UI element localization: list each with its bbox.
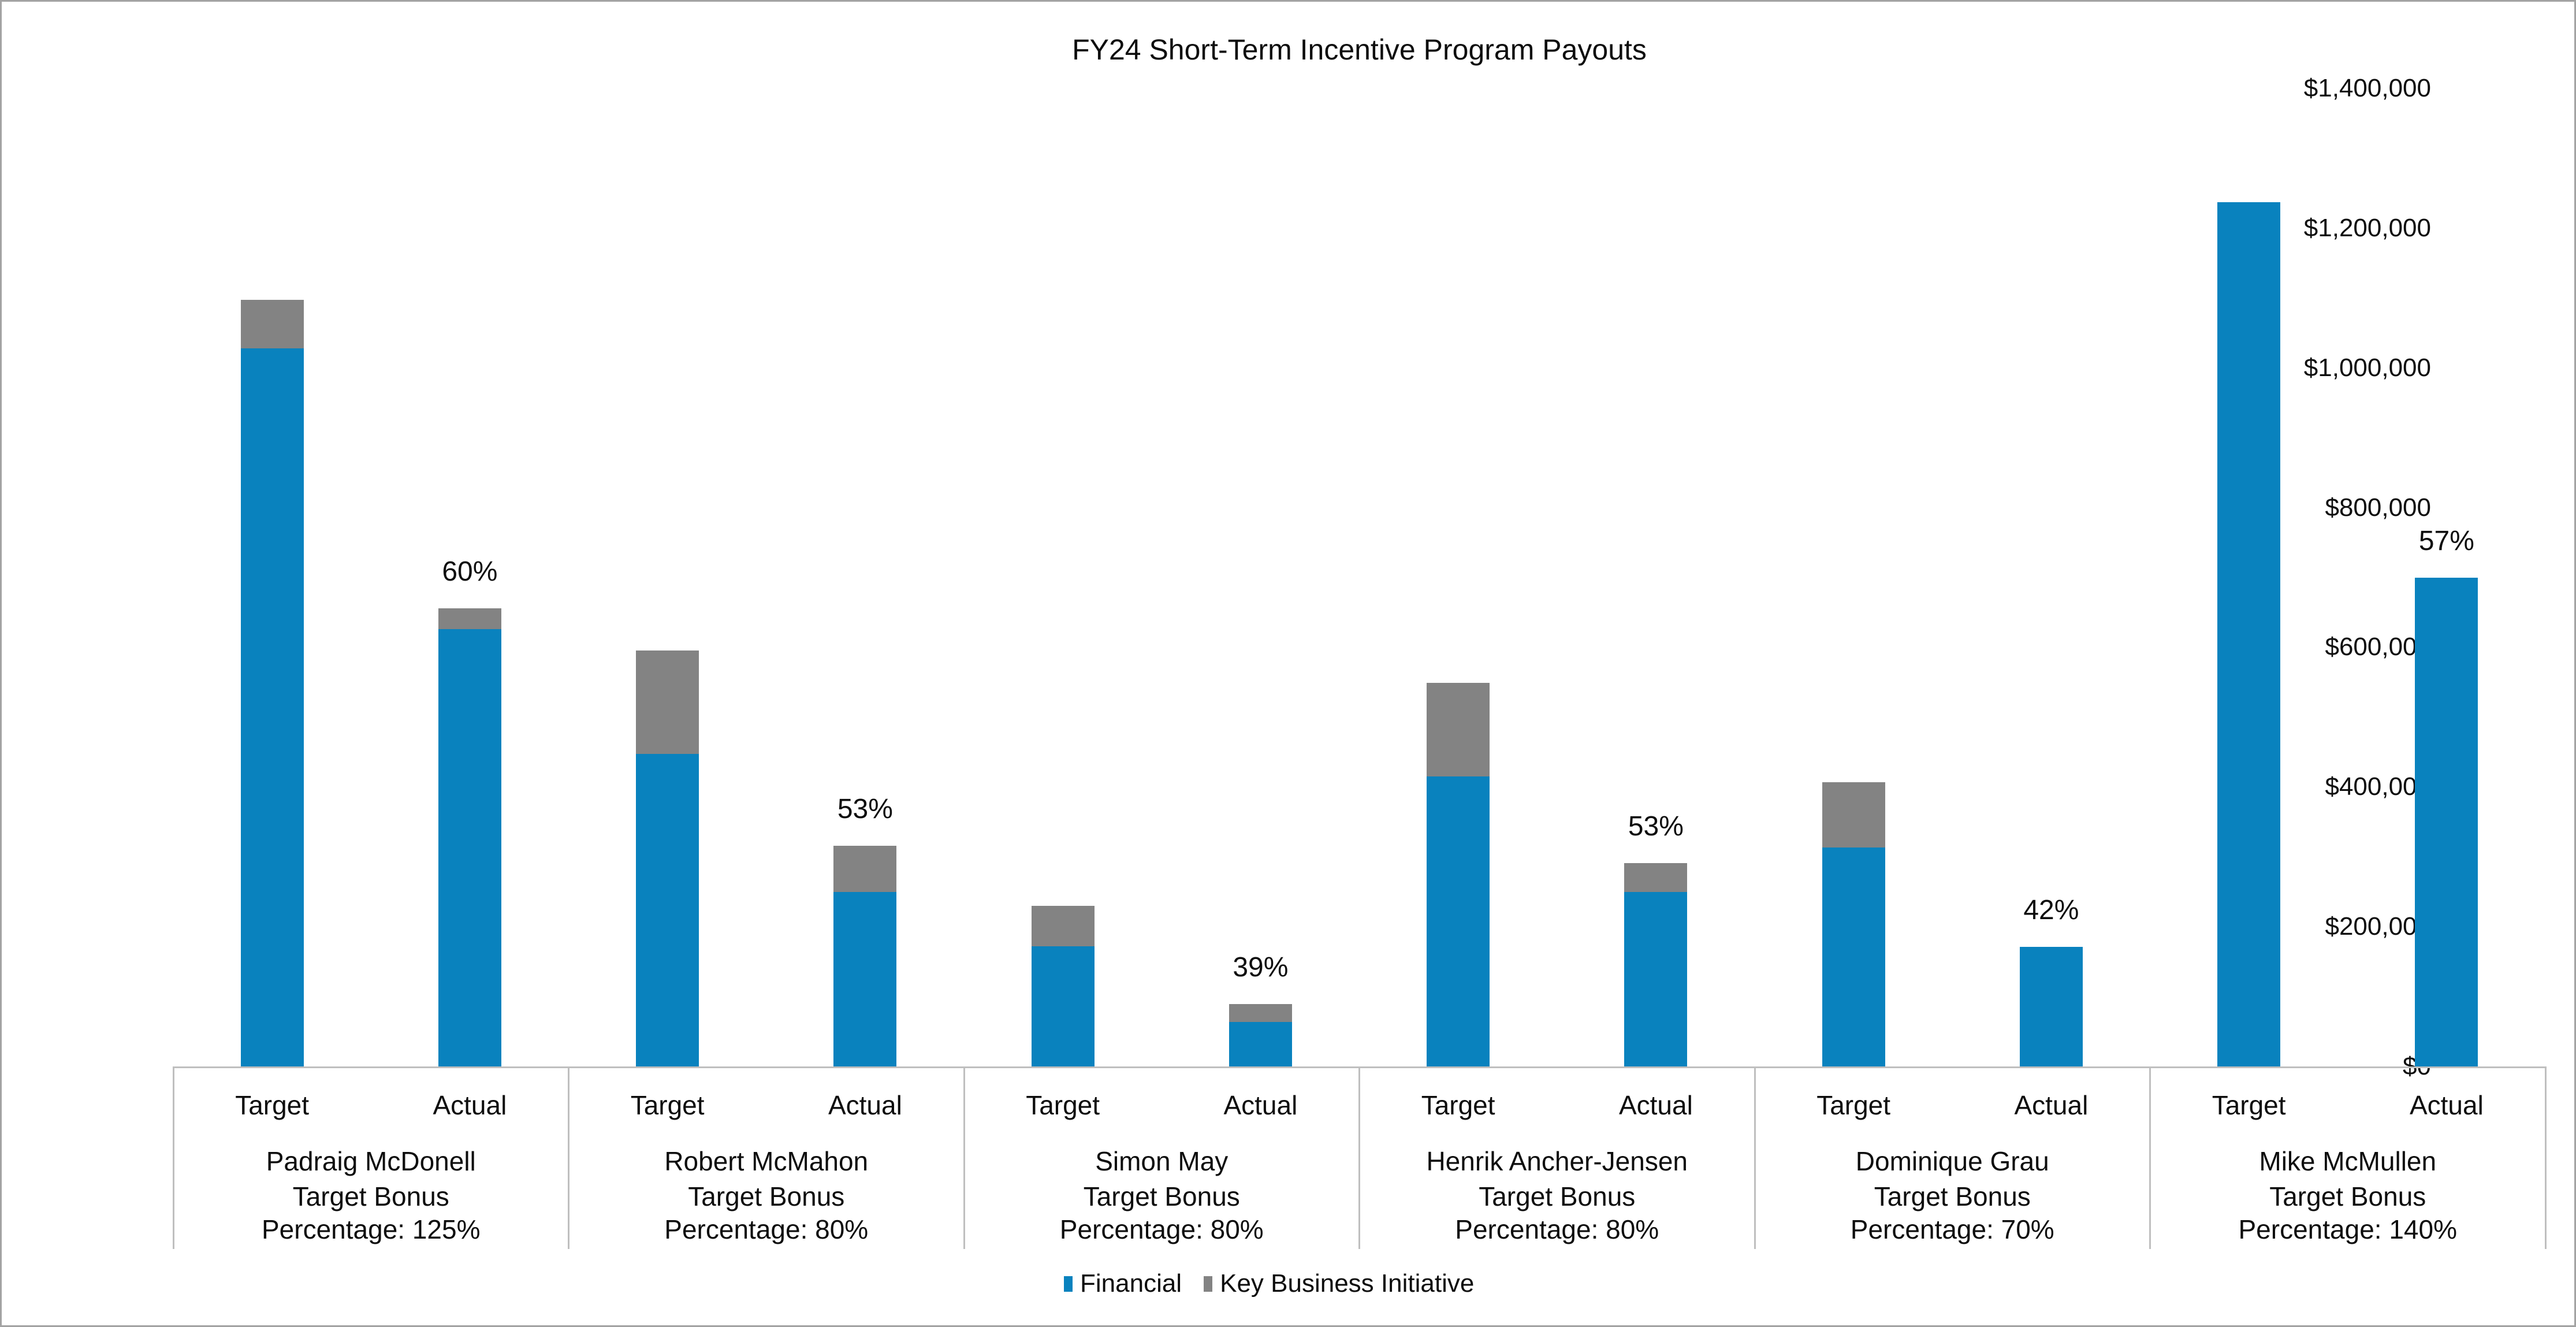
group-name-label: Dominique Grau	[1855, 1146, 2049, 1176]
bar-segment-financial	[2217, 202, 2281, 1066]
category-tick-label: Target	[1421, 1090, 1495, 1120]
category-separator-line	[172, 1066, 174, 1249]
group-name-label: Robert McMahon	[664, 1146, 869, 1176]
bar-segment-financial	[240, 348, 304, 1066]
bar-segment-key-business-initiative	[1427, 683, 1490, 777]
group-target-bonus-label: Target Bonus	[688, 1181, 845, 1211]
group-target-bonus-label: Target Bonus	[1083, 1181, 1240, 1211]
legend-swatch-kbi-icon	[1204, 1276, 1213, 1292]
category-tick-label: Target	[235, 1090, 310, 1120]
group-target-bonus-label: Target Bonus	[1874, 1181, 2031, 1211]
legend: Financial Key Business Initiative	[1064, 1271, 1474, 1296]
bar-segment-key-business-initiative	[833, 845, 897, 892]
group-bonus-percentage-label: Percentage: 140%	[2238, 1214, 2458, 1244]
category-separator-line	[963, 1066, 965, 1249]
group-name-label: Mike McMullen	[2259, 1146, 2437, 1176]
actual-percent-data-label: 53%	[837, 793, 893, 824]
group-name-label: Henrik Ancher-Jensen	[1426, 1146, 1688, 1176]
actual-percent-data-label: 53%	[1628, 811, 1684, 842]
category-tick-label: Actual	[1223, 1090, 1298, 1120]
y-axis-tick-label: $600,000	[2325, 633, 2431, 661]
category-tick-label: Actual	[433, 1090, 507, 1120]
group-target-bonus-label: Target Bonus	[292, 1181, 449, 1211]
bar-segment-financial	[833, 891, 897, 1066]
bar-segment-key-business-initiative	[438, 608, 501, 629]
category-separator-line	[2149, 1066, 2151, 1249]
legend-swatch-financial-icon	[1064, 1276, 1073, 1292]
group-target-bonus-label: Target Bonus	[1479, 1181, 1636, 1211]
bar-segment-financial	[1229, 1021, 1292, 1066]
y-axis-tick-label: $200,000	[2325, 912, 2431, 941]
group-name-label: Simon May	[1095, 1146, 1229, 1176]
category-tick-label: Target	[1026, 1090, 1100, 1120]
legend-label: Key Business Initiative	[1220, 1269, 1475, 1298]
legend-label: Financial	[1080, 1269, 1182, 1298]
y-axis-tick-label: $1,000,000	[2303, 353, 2431, 382]
category-separator-line	[1358, 1066, 1360, 1249]
bar-segment-financial	[2415, 577, 2478, 1066]
bar-segment-key-business-initiative	[1624, 863, 1688, 892]
bar-segment-key-business-initiative	[1229, 1004, 1292, 1022]
bar-segment-financial	[1031, 946, 1095, 1066]
group-target-bonus-label: Target Bonus	[2269, 1181, 2426, 1211]
category-separator-line	[568, 1066, 569, 1249]
group-bonus-percentage-label: Percentage: 70%	[1850, 1214, 2054, 1244]
actual-percent-data-label: 42%	[2023, 895, 2079, 926]
category-tick-label: Actual	[2409, 1090, 2484, 1120]
y-axis-tick-label: $1,200,000	[2303, 213, 2431, 242]
category-tick-label: Actual	[828, 1090, 902, 1120]
category-separator-line	[1754, 1066, 1756, 1249]
category-tick-label: Actual	[2014, 1090, 2089, 1120]
y-axis-tick-label: $400,000	[2325, 772, 2431, 801]
bar-segment-key-business-initiative	[636, 651, 699, 754]
bar-segment-financial	[1427, 776, 1490, 1066]
bar-segment-key-business-initiative	[1031, 905, 1095, 946]
group-bonus-percentage-label: Percentage: 80%	[664, 1214, 869, 1244]
category-tick-label: Actual	[1618, 1090, 1693, 1120]
group-bonus-percentage-label: Percentage: 80%	[1059, 1214, 1264, 1244]
bar-segment-key-business-initiative	[240, 300, 304, 348]
bar-segment-financial	[1624, 891, 1688, 1066]
category-tick-label: Target	[1816, 1090, 1891, 1120]
bar-segment-financial	[438, 629, 501, 1066]
y-axis-tick-label: $1,400,000	[2303, 74, 2431, 102]
y-axis-tick-label: $800,000	[2325, 493, 2431, 522]
bar-segment-financial	[2019, 947, 2083, 1066]
group-bonus-percentage-label: Percentage: 125%	[262, 1214, 481, 1244]
chart-title: FY24 Short-Term Incentive Program Payout…	[1072, 34, 1647, 66]
legend-item: Financial	[1064, 1271, 1182, 1296]
group-bonus-percentage-label: Percentage: 80%	[1455, 1214, 1659, 1244]
category-tick-label: Target	[2212, 1090, 2286, 1120]
actual-percent-data-label: 60%	[442, 556, 498, 587]
category-separator-line	[2544, 1066, 2547, 1249]
bar-segment-financial	[636, 754, 699, 1066]
category-tick-label: Target	[630, 1090, 705, 1120]
bar-segment-financial	[1822, 848, 1885, 1066]
bar-segment-key-business-initiative	[1822, 782, 1885, 848]
actual-percent-data-label: 39%	[1233, 952, 1289, 983]
group-name-label: Padraig McDonell	[266, 1146, 476, 1176]
legend-item: Key Business Initiative	[1204, 1271, 1474, 1296]
actual-percent-data-label: 57%	[2418, 525, 2474, 556]
